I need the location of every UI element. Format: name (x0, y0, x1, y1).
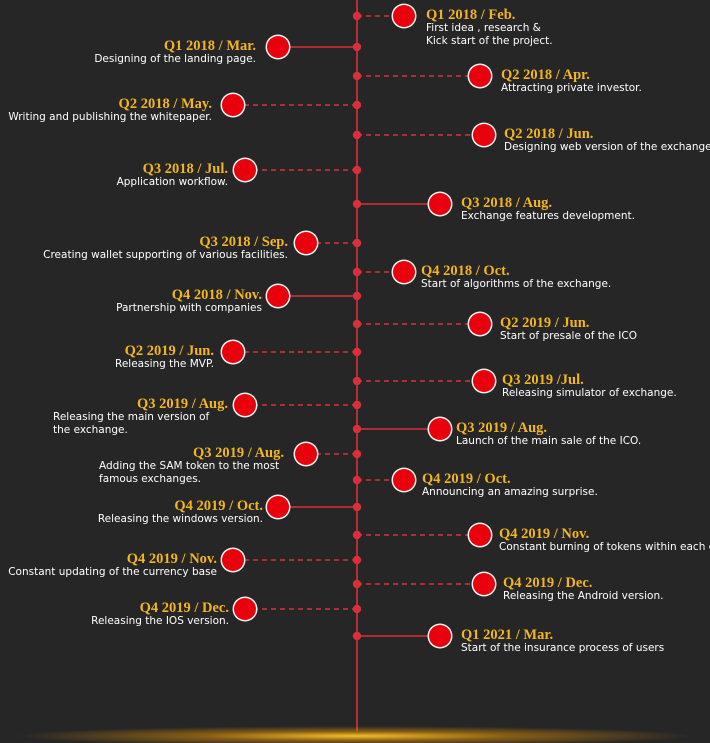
axis-dot (352, 291, 362, 301)
milestone-date: Q4 2019 / Dec. (503, 575, 593, 591)
axis-dot (352, 555, 362, 565)
milestone-description: Creating wallet supporting of various fa… (43, 249, 288, 261)
milestone-description: Launch of the main sale of the ICO. (456, 435, 642, 447)
axis-dot (352, 347, 362, 357)
milestone-date: Q1 2018 / Feb. (426, 7, 516, 23)
axis-dot (352, 267, 362, 277)
axis-dot (352, 199, 362, 209)
milestone-node (473, 370, 495, 392)
milestone-description: Designing of the landing page. (94, 53, 256, 65)
milestone-node (393, 469, 415, 491)
milestone-node (473, 573, 495, 595)
milestone-node (222, 549, 244, 571)
milestone-date: Q3 2018 / Aug. (461, 195, 553, 211)
milestone-date: Q3 2019 / Aug. (192, 445, 284, 461)
milestone-node (295, 232, 317, 254)
milestone-description: Releasing the Android version. (503, 590, 664, 602)
milestone-node (267, 496, 289, 518)
milestone-description: Writing and publishing the whitepaper. (8, 111, 212, 123)
milestone-date: Q1 2021 / Mar. (461, 627, 554, 643)
milestone-description: Constant updating of the currency base (8, 566, 217, 578)
axis-dot (352, 130, 362, 140)
axis-dot (352, 165, 362, 175)
milestone-node (429, 418, 451, 440)
milestone-date: Q4 2019 / Nov. (126, 551, 217, 567)
milestone-node (469, 65, 491, 87)
milestone-description: First idea , research & Kick start of th… (426, 22, 553, 47)
axis-dot (352, 449, 362, 459)
milestone-node (473, 124, 495, 146)
axis-dot (352, 71, 362, 81)
axis-dot (352, 11, 362, 21)
milestone-node (234, 394, 256, 416)
milestone-description: Attracting private investor. (501, 82, 642, 94)
milestone-description: Releasing simulator of exchange. (502, 387, 677, 399)
axis-dot (352, 631, 362, 641)
milestone-date: Q2 2019 / Jun. (124, 343, 214, 359)
milestone-node (393, 5, 415, 27)
milestone-description: Application workflow. (116, 176, 228, 188)
milestone-node (222, 94, 244, 116)
milestone-description: Adding the SAM token to the most famous … (99, 460, 280, 485)
axis-dot (352, 604, 362, 614)
milestone-description: Releasing the windows version. (97, 513, 263, 525)
milestone-description: Start of algorithms of the exchange. (421, 278, 612, 290)
axis-dot (352, 238, 362, 248)
milestone-date: Q2 2018 / Apr. (501, 67, 590, 83)
milestone-description: Announcing an amazing surprise. (422, 486, 598, 498)
milestone-date: Q4 2019 / Nov. (499, 526, 590, 542)
milestone-node (393, 261, 415, 283)
milestone-node (469, 313, 491, 335)
axis-dot (352, 579, 362, 589)
milestone-description: Exchange features development. (461, 210, 635, 222)
milestone-date: Q2 2019 / Jun. (500, 315, 590, 331)
milestone-node (234, 598, 256, 620)
milestone-date: Q2 2018 / Jun. (504, 126, 594, 142)
milestone-node (469, 524, 491, 546)
axis-dot (352, 100, 362, 110)
milestone-date: Q4 2018 / Nov. (171, 287, 262, 303)
milestone-date: Q4 2019 / Dec. (139, 600, 229, 616)
milestone-date: Q3 2019 /Jul. (502, 372, 584, 388)
milestone-date: Q3 2018 / Jul. (142, 161, 228, 177)
axis-dot (352, 376, 362, 386)
axis-dot (352, 530, 362, 540)
milestone-node (267, 285, 289, 307)
axis-dot (352, 400, 362, 410)
milestone-date: Q4 2018 / Oct. (421, 263, 510, 279)
milestone-date: Q3 2019 / Aug. (456, 420, 548, 436)
milestone-description: Start of presale of the ICO (500, 330, 637, 342)
milestone-node (234, 159, 256, 181)
milestone-node (295, 443, 317, 465)
axis-dot (352, 424, 362, 434)
axis-dot (352, 475, 362, 485)
milestone-date: Q2 2018 / May. (118, 96, 212, 112)
milestone-node (429, 625, 451, 647)
bottom-glow (0, 708, 710, 743)
milestone-date: Q1 2018 / Mar. (163, 38, 256, 54)
milestone-node (267, 36, 289, 58)
milestone-node (429, 193, 451, 215)
milestone-date: Q4 2019 / Oct. (174, 498, 263, 514)
milestone-node (222, 341, 244, 363)
milestone-date: Q3 2018 / Sep. (199, 234, 288, 250)
milestone-description: Partnership with companies (116, 302, 262, 314)
milestone-description: Constant burning of tokens within each q… (499, 541, 710, 553)
milestone-date: Q4 2019 / Oct. (422, 471, 511, 487)
milestone-description: Designing web version of the exchange. (504, 141, 710, 153)
axis-dot (352, 42, 362, 52)
milestone-date: Q3 2019 / Aug. (136, 396, 228, 412)
milestone-description: Releasing the MVP. (115, 358, 214, 370)
milestone-description: Start of the insurance process of users (461, 642, 665, 654)
milestone-description: Releasing the main version of the exchan… (53, 411, 210, 436)
milestone-description: Releasing the IOS version. (91, 615, 229, 627)
axis-dot (352, 319, 362, 329)
axis-dot (352, 502, 362, 512)
